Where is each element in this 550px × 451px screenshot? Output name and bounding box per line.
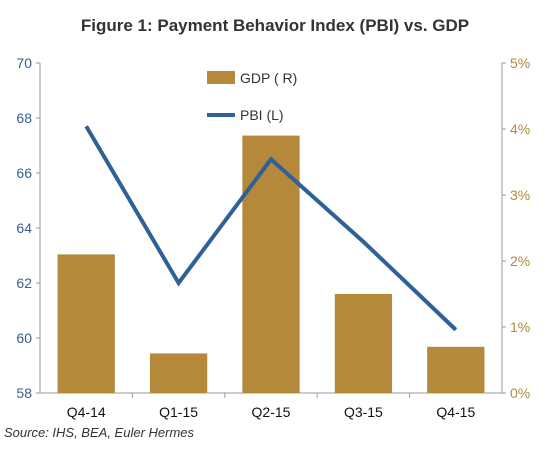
legend-gdp-label: GDP ( R)	[240, 70, 297, 86]
right-tick-label: 0%	[510, 385, 530, 401]
x-tick-label: Q3-15	[344, 404, 383, 420]
gdp-bar	[149, 353, 208, 393]
right-tick-label: 5%	[510, 55, 530, 71]
left-tick-label: 70	[16, 55, 32, 71]
gdp-bar	[57, 254, 115, 393]
x-tick-label: Q1-15	[159, 404, 198, 420]
legend-gdp-swatch	[207, 71, 235, 84]
right-tick-label: 3%	[510, 187, 530, 203]
right-tick-label: 1%	[510, 319, 530, 335]
x-tick-label: Q2-15	[252, 404, 291, 420]
left-tick-label: 62	[16, 275, 32, 291]
gdp-bar	[427, 346, 485, 393]
left-tick-label: 68	[16, 110, 32, 126]
pbi-line	[84, 125, 458, 332]
left-tick-label: 66	[16, 165, 32, 181]
x-tick-label: Q4-15	[436, 404, 475, 420]
left-tick-label: 64	[16, 220, 32, 236]
left-tick-label: 58	[16, 385, 32, 401]
right-tick-label: 2%	[510, 253, 530, 269]
gdp-bar	[242, 135, 300, 393]
right-tick-label: 4%	[510, 121, 530, 137]
source-note: Source: IHS, BEA, Euler Hermes	[4, 425, 195, 440]
gdp-bar	[334, 294, 393, 393]
x-tick-label: Q4-14	[67, 404, 106, 420]
left-tick-label: 60	[16, 330, 32, 346]
chart-title: Figure 1: Payment Behavior Index (PBI) v…	[81, 16, 469, 35]
legend-pbi-label: PBI (L)	[240, 107, 284, 123]
